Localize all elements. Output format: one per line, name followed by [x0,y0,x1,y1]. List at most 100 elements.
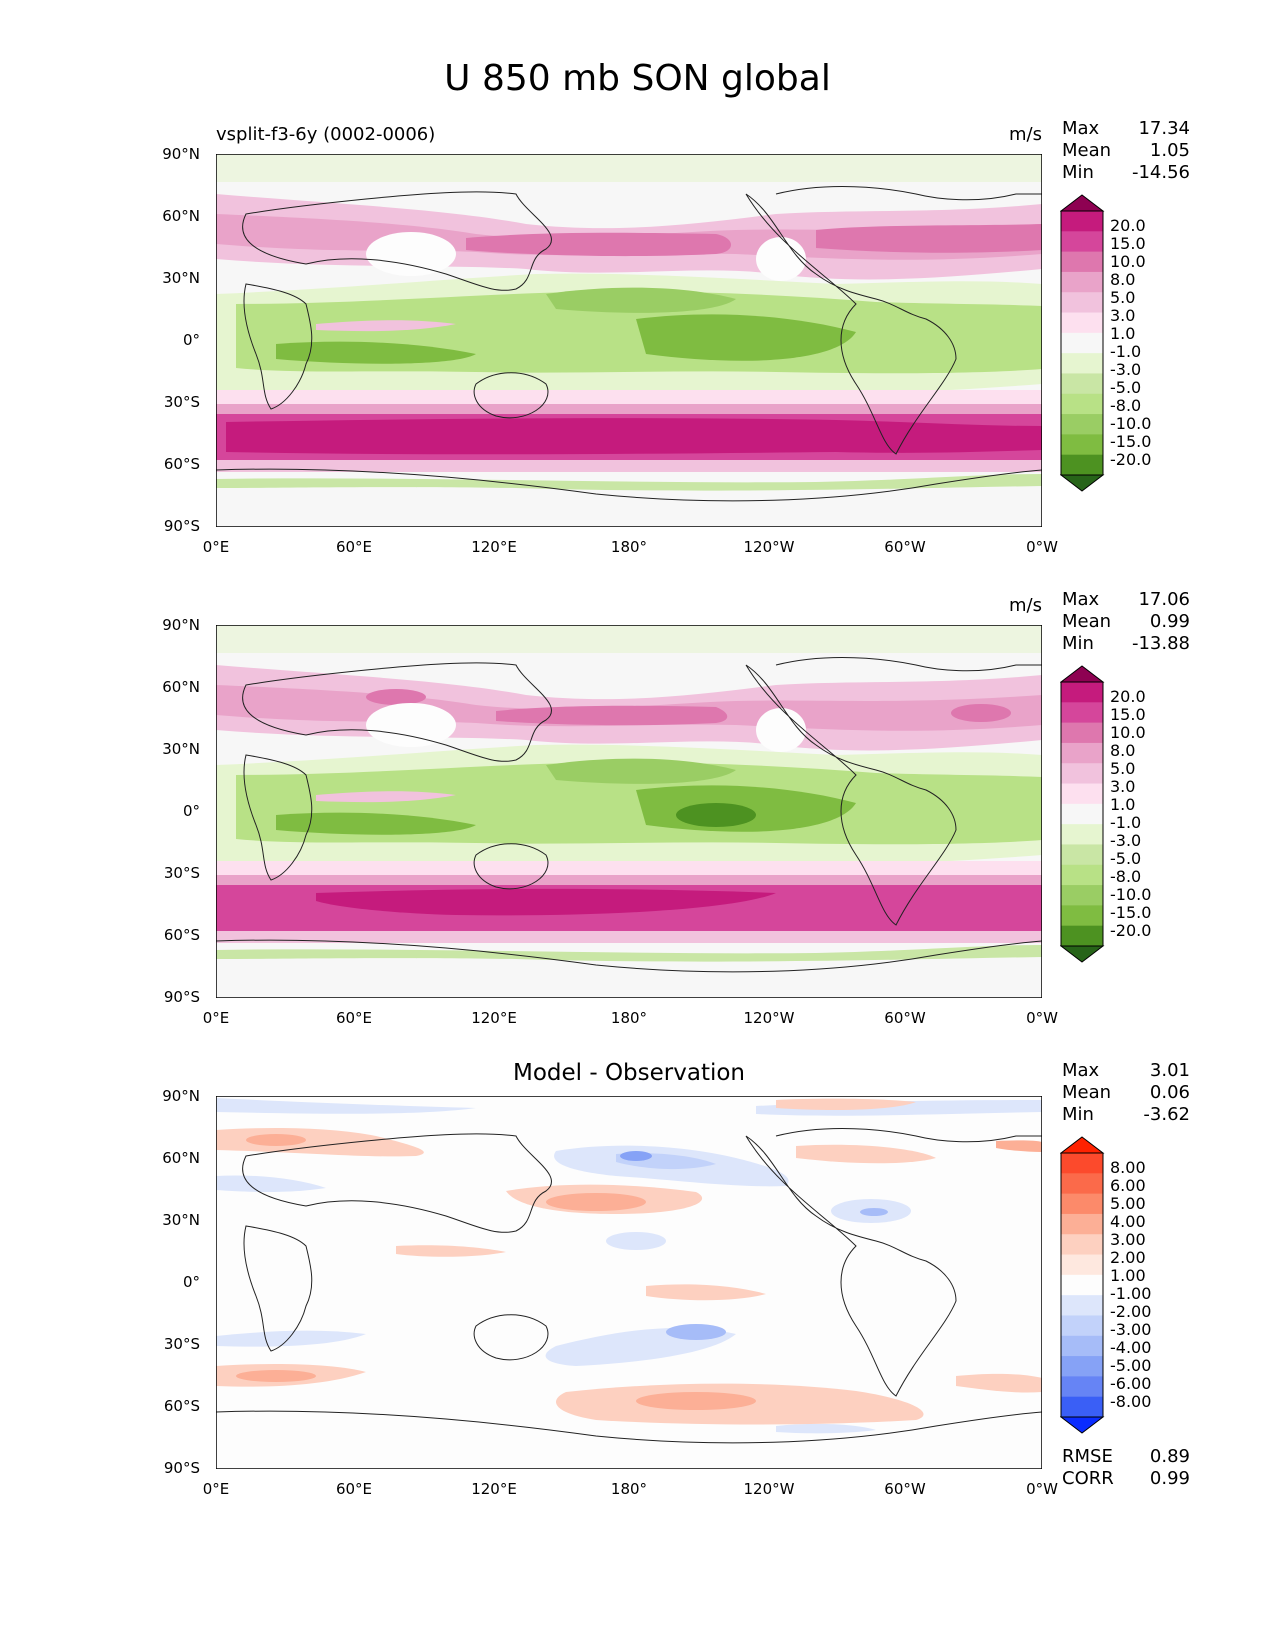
panel-1-stat-max-label: Max [1062,118,1100,139]
lon-tick: 0°W [1026,538,1058,556]
pos-anomaly-eurasia-core [246,1134,306,1146]
panel-1-colorbar [1060,194,1105,492]
panel-2-colorbar-labels: 20.0 15.0 10.0 8.0 5.0 3.0 1.0 -1.0 -3.0… [1110,687,1152,940]
lat-tick: 60°N [162,207,200,225]
colorbar-swatch [1061,1193,1103,1215]
cbar-label: -10.0 [1110,885,1152,904]
colorbar-frame [1060,1152,1104,1418]
cbar-label: -15.0 [1110,903,1152,922]
lon-tick: 60°E [335,1009,373,1027]
colorbar-swatch [1061,783,1103,805]
cbar-label: 1.00 [1110,1266,1146,1285]
cbar-label: -1.0 [1110,342,1142,361]
cbar-label: -5.00 [1110,1356,1152,1375]
pacific-easterly-north [546,287,736,313]
cbar-label: 20.0 [1110,687,1146,706]
colorbar-swatch [1061,905,1103,927]
lat-tick: 60°S [163,926,200,944]
arctic-band [216,625,1042,653]
colorbar-extend-max [1060,665,1105,683]
neg-anomaly-north-america-core [860,1208,888,1216]
colorbar-swatch [1061,332,1103,354]
colorbar-swatch [1061,1254,1103,1276]
colorbar-swatch [1061,312,1103,334]
panel-3-stat-min-value: -3.62 [1143,1104,1190,1125]
colorbar-swatch [1061,844,1103,866]
lon-tick: 120°W [743,1480,795,1498]
cbar-label: 20.0 [1110,216,1146,235]
lat-tick: 0° [182,802,200,820]
colorbar-extend-min [1060,945,1105,963]
lon-tick: 120°W [743,1009,795,1027]
cbar-label: 5.0 [1110,288,1136,307]
lat-tick: 30°N [162,740,200,758]
cbar-label: -3.00 [1110,1320,1152,1339]
lon-tick: 60°W [884,1480,926,1498]
neg-anomaly-antarctic [776,1423,876,1434]
panel-2-map [216,625,1042,998]
colorbar-swatch [1061,1274,1103,1296]
colorbar-swatch [1061,251,1103,273]
cbar-label: -6.00 [1110,1374,1152,1393]
lat-tick: 30°S [163,864,200,882]
colorbar-swatch [1061,393,1103,415]
pos-anomaly-south-atlantic-east [956,1373,1042,1393]
neg-anomaly-south-pacific-core [666,1324,726,1340]
colorbar-frame [1060,681,1104,947]
cbar-label: 3.0 [1110,306,1136,325]
colorbar-swatch [1061,353,1103,374]
colorbar-swatch [1061,803,1103,825]
panel-2-stat-max-value: 17.06 [1138,589,1190,610]
nh-jet-core-pacific [466,232,731,257]
indian-easterly [276,812,476,835]
neg-anomaly-south-atlantic [216,1330,366,1347]
cbar-label: -8.00 [1110,1392,1152,1411]
nh-jet-core-pacific [496,705,728,726]
panel-1-stat-min-label: Min [1062,162,1094,183]
cbar-label: 6.00 [1110,1176,1146,1195]
nh-jet-core-asia [366,689,426,705]
cbar-label: 1.0 [1110,324,1136,343]
colorbar-swatch [1061,231,1103,253]
panel-3-map [216,1096,1042,1469]
lat-tick: 30°N [162,269,200,287]
indian-easterly [276,341,476,364]
lat-tick: 0° [182,331,200,349]
panel-2-stat-mean-label: Mean [1062,611,1112,632]
pos-anomaly-atlantic [996,1140,1042,1152]
colorbar-swatch [1061,271,1103,293]
neg-anomaly-subtropical-pacific [606,1232,666,1250]
colorbar-swatch [1061,864,1103,886]
lat-tick: 90°N [162,1087,200,1105]
panel-1-units: m/s [1009,124,1042,145]
panel-3-stat-mean-value: 0.06 [1149,1082,1190,1103]
cbar-label: -8.0 [1110,396,1142,415]
lat-tick: 60°N [162,1149,200,1167]
lon-tick: 120°W [743,538,795,556]
coastlines [216,1128,1042,1444]
lon-tick: 120°E [471,1480,517,1498]
colorbar-swatch [1061,1335,1103,1357]
panel-3-rmse-label: RMSE [1062,1446,1113,1467]
panel-1-subtitle: vsplit-f3-6y (0002-0006) [216,124,436,145]
colorbar-swatch [1061,1396,1103,1418]
antarctic-coastal-band [216,474,1042,491]
nh-jet-core-atlantic [816,224,1042,253]
panel-1-stat-min-value: -14.56 [1131,162,1190,183]
panel-3-stat-max-value: 3.01 [1149,1060,1190,1081]
equatorial-westerly-streak [316,320,456,332]
panel-3-colorbar [1060,1136,1105,1434]
cbar-label: 8.0 [1110,741,1136,760]
panel-2-stat-mean-value: 0.99 [1149,611,1190,632]
lat-tick: 60°S [163,455,200,473]
lon-tick: 60°W [884,538,926,556]
cbar-label: -1.00 [1110,1284,1152,1303]
pacific-easterly-north [546,758,736,784]
figure-title: U 850 mb SON global [444,58,831,99]
panel-3-corr-value: 0.99 [1149,1468,1190,1489]
lat-tick: 90°S [163,988,200,1006]
neg-anomaly-europe [216,1175,326,1192]
cbar-label: 15.0 [1110,234,1146,253]
colorbar-swatch [1061,763,1103,785]
lon-tick: 120°E [471,1009,517,1027]
